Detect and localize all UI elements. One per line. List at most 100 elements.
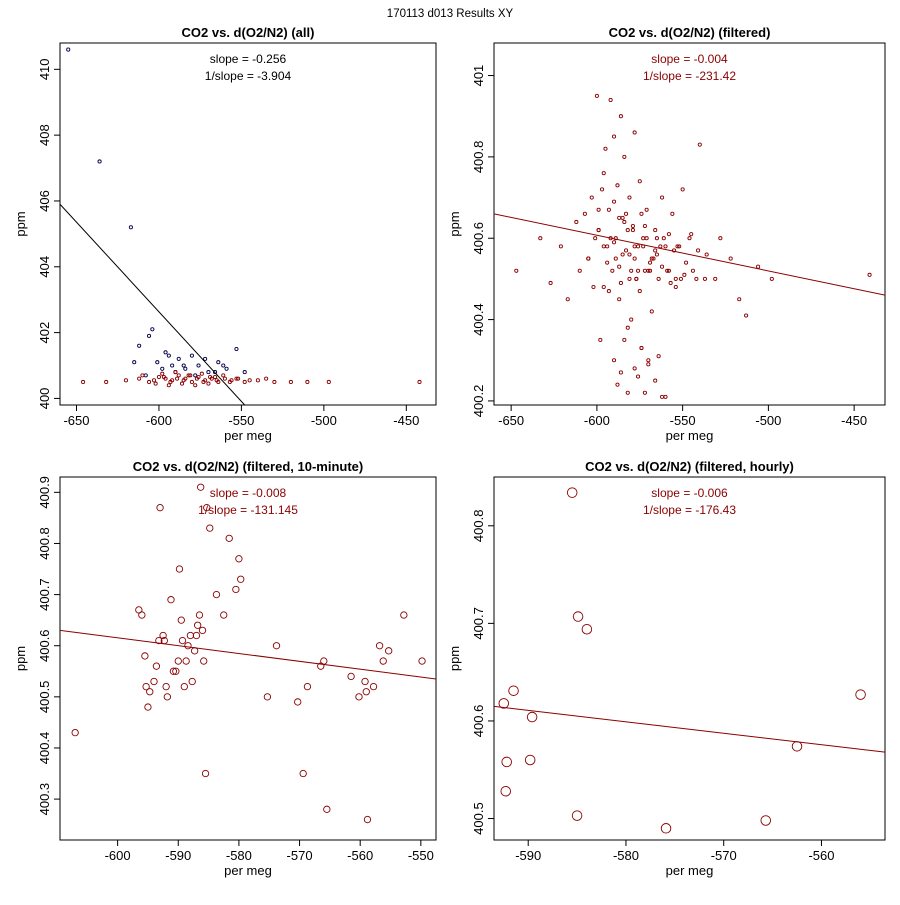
x-tick-label: -560 — [347, 848, 373, 863]
data-point — [629, 317, 634, 322]
data-point — [169, 667, 178, 675]
data-point — [180, 682, 188, 691]
data-point — [347, 672, 355, 681]
data-point — [653, 378, 658, 383]
data-point — [168, 379, 173, 385]
data-point — [272, 642, 281, 650]
data-point — [613, 236, 618, 241]
x-axis-label: per meg — [666, 428, 714, 443]
data-point — [235, 555, 243, 563]
data-point — [625, 228, 630, 233]
data-point — [201, 379, 206, 385]
data-point — [166, 353, 171, 358]
data-point — [687, 236, 692, 241]
data-point — [206, 370, 211, 375]
chart-panel-4: CO2 vs. d(O2/N2) (filtered, hourly) -590 -… — [447, 459, 886, 878]
data-point — [379, 657, 387, 665]
data-point — [189, 353, 194, 358]
data-point — [140, 373, 145, 378]
data-point — [156, 374, 161, 380]
data-point — [689, 232, 694, 237]
y-tick-label: 400.8 — [471, 141, 486, 174]
x-tick-label: -580 — [613, 848, 639, 863]
data-point — [596, 207, 601, 212]
y-tick-label: 400.6 — [37, 629, 52, 662]
data-point — [791, 741, 803, 752]
chart-title: CO2 vs. d(O2/N2) (all) — [182, 25, 315, 40]
data-point — [596, 228, 601, 233]
data-point — [201, 769, 210, 778]
data-point — [642, 268, 647, 273]
data-point — [186, 631, 195, 640]
chart-title: CO2 vs. d(O2/N2) (filtered) — [609, 25, 771, 40]
data-point — [212, 590, 221, 599]
data-point — [189, 379, 194, 385]
data-point — [629, 268, 634, 273]
data-point — [601, 244, 606, 249]
data-point — [618, 370, 623, 375]
data-point — [697, 142, 702, 147]
data-point — [199, 371, 204, 376]
chart-title: CO2 vs. d(O2/N2) (filtered, 10-minute) — [133, 459, 363, 474]
data-point — [375, 642, 384, 650]
data-point — [660, 394, 665, 399]
data-point — [737, 297, 742, 302]
data-point — [195, 611, 204, 619]
data-point — [212, 374, 218, 380]
data-point — [606, 207, 611, 212]
data-point — [646, 358, 651, 363]
data-point — [571, 810, 583, 821]
data-point — [234, 347, 239, 352]
data-point — [294, 698, 302, 706]
data-point — [586, 256, 591, 261]
data-point — [203, 504, 211, 512]
data-point — [182, 657, 190, 665]
data-point — [212, 370, 218, 375]
data-point — [176, 356, 181, 361]
y-tick-label: 404 — [37, 256, 52, 278]
data-point — [498, 698, 510, 709]
data-point — [670, 211, 675, 216]
data-point — [675, 244, 680, 249]
y-axis-label: ppm — [13, 646, 28, 671]
data-point — [123, 378, 129, 383]
data-point — [632, 366, 637, 371]
data-point — [526, 711, 538, 723]
data-point — [147, 333, 152, 338]
data-point — [648, 268, 653, 273]
x-tick-label: -590 — [165, 848, 191, 863]
data-point — [178, 636, 187, 645]
plot-frame — [59, 476, 437, 841]
data-point — [574, 219, 579, 225]
data-point — [660, 823, 672, 834]
data-point — [417, 379, 422, 385]
data-point — [203, 356, 208, 361]
y-tick-label: 408 — [37, 124, 52, 146]
data-point — [558, 244, 563, 249]
data-point — [500, 785, 511, 797]
data-region — [60, 47, 422, 405]
x-axis-label: per meg — [224, 863, 272, 878]
data-point — [668, 280, 673, 286]
x-tick-label: -500 — [311, 413, 337, 428]
data-point — [221, 363, 226, 368]
data-point — [200, 657, 208, 665]
data-point — [601, 171, 606, 176]
data-point — [625, 325, 630, 330]
data-point — [355, 693, 363, 701]
data-point — [220, 611, 228, 619]
plot-frame — [493, 42, 886, 406]
data-point — [305, 379, 310, 385]
chart-panel-3: CO2 vs. d(O2/N2) (filtered, 10-minute) -6… — [13, 459, 437, 878]
data-point — [654, 252, 659, 257]
data-point — [206, 381, 211, 386]
data-point — [132, 360, 137, 365]
data-point — [138, 611, 146, 619]
data-point — [769, 276, 774, 281]
data-point — [104, 379, 109, 385]
page-title: 170113 d013 Results XY — [387, 8, 514, 20]
data-point — [646, 268, 651, 273]
data-point — [183, 366, 188, 371]
slope-annotation: slope = -0.006 — [651, 486, 728, 500]
